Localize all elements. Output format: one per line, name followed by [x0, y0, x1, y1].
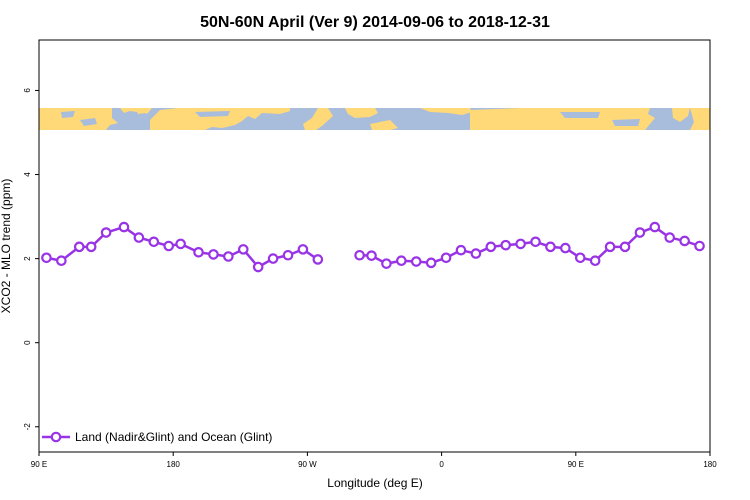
- data-point: [634, 227, 646, 238]
- data-point: [252, 261, 264, 273]
- legend-label: Land (Nadir&Glint) and Ocean (Glint): [75, 430, 272, 444]
- x-tick-label: 90 W: [298, 460, 317, 469]
- map-water: [61, 111, 640, 128]
- data-point: [381, 258, 392, 269]
- data-point: [425, 257, 437, 269]
- y-axis: -2 0 2 4 6: [23, 88, 39, 431]
- data-point: [455, 244, 467, 256]
- plot-frame: [38, 39, 711, 453]
- data-point: [649, 221, 661, 233]
- data-point: [500, 239, 512, 251]
- data-point: [410, 256, 422, 267]
- x-tick-label: 0: [439, 460, 444, 469]
- legend: Land (Nadir&Glint) and Ocean (Glint): [42, 430, 272, 444]
- y-tick-label: 0: [23, 340, 32, 345]
- data-point: [175, 238, 186, 250]
- data-point: [100, 227, 112, 238]
- data-point: [85, 241, 97, 253]
- data-point: [163, 240, 175, 252]
- data-point: [133, 232, 145, 243]
- data-point: [193, 247, 204, 258]
- data-point: [312, 254, 324, 265]
- map-land: [39, 108, 710, 130]
- data-point: [604, 241, 616, 253]
- data-point: [470, 248, 482, 259]
- data-point: [148, 236, 160, 248]
- x-tick-label: 90 E: [31, 460, 47, 469]
- data-point: [515, 238, 526, 250]
- data-point: [297, 244, 309, 255]
- chart-title: 50N-60N April (Ver 9) 2014-09-06 to 2018…: [200, 14, 550, 31]
- data-point: [589, 255, 601, 267]
- data-point: [41, 252, 52, 264]
- data-point: [530, 236, 541, 248]
- data-point: [267, 253, 279, 264]
- data-point: [619, 241, 631, 253]
- data-point: [118, 221, 130, 233]
- y-tick-label: 2: [23, 256, 32, 261]
- data-point: [73, 241, 85, 253]
- data-point: [56, 255, 67, 267]
- world-map-strip: [39, 108, 710, 130]
- data-point: [485, 241, 497, 253]
- x-tick-label: 90 E: [568, 460, 584, 469]
- data-point: [396, 255, 407, 267]
- series-line: [359, 225, 700, 265]
- data-point: [440, 252, 452, 264]
- y-axis-label: XCO2 - MLO trend (ppm): [0, 179, 13, 314]
- data-point: [679, 235, 690, 247]
- series-layer: [41, 221, 705, 273]
- legend-marker: [50, 431, 62, 443]
- y-tick-label: -2: [23, 423, 32, 431]
- data-point: [560, 242, 571, 254]
- data-point: [237, 244, 249, 255]
- data-point: [223, 251, 234, 262]
- y-tick-label: 4: [23, 172, 32, 177]
- data-point: [545, 241, 556, 253]
- x-axis-label: Longitude (deg E): [327, 476, 422, 490]
- data-point: [694, 240, 705, 252]
- data-point: [282, 249, 294, 261]
- data-point: [208, 249, 219, 260]
- data-point: [574, 252, 586, 264]
- x-tick-label: 180: [167, 460, 181, 469]
- x-axis: 90 E 180 90 W 0 90 E 180: [31, 452, 717, 469]
- y-tick-label: 6: [23, 88, 32, 93]
- x-tick-label: 180: [703, 460, 717, 469]
- data-point: [366, 250, 377, 261]
- data-point: [664, 232, 676, 243]
- data-point: [354, 249, 365, 261]
